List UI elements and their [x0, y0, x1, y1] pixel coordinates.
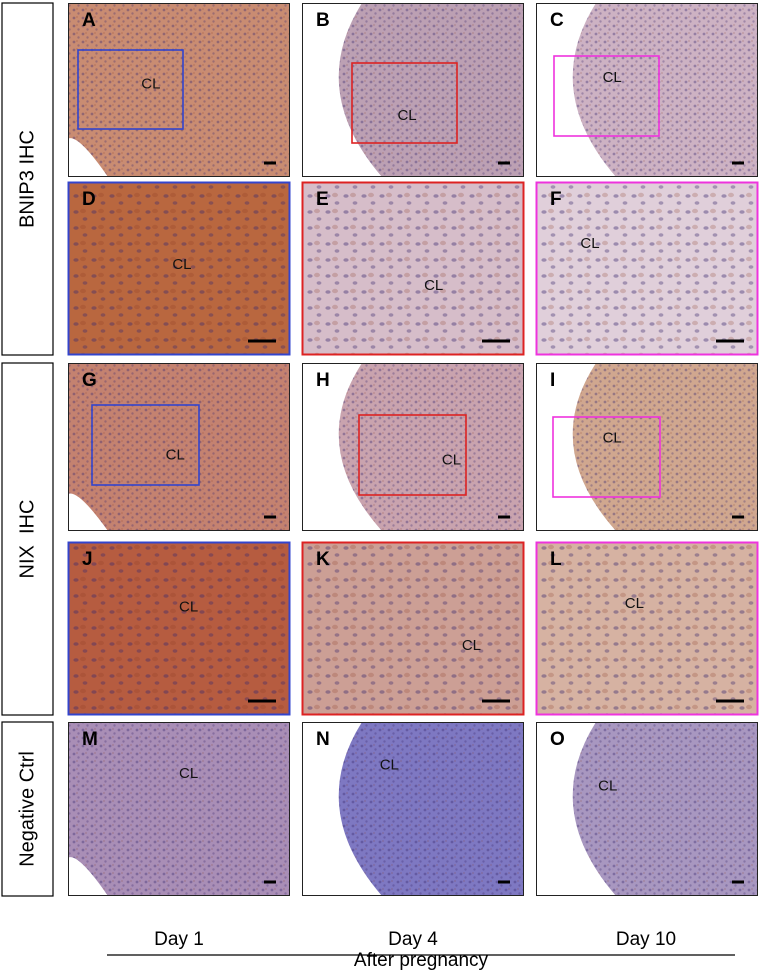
- panel-letter: K: [316, 549, 330, 570]
- panel-border: [535, 541, 759, 716]
- column-label: Day 1: [154, 929, 204, 950]
- panel: N CL: [302, 722, 524, 896]
- region-label: CL: [179, 599, 198, 616]
- inset-box: [358, 414, 467, 496]
- inset-box: [351, 62, 458, 144]
- row-label-box: [1, 721, 54, 897]
- tissue-texture: [302, 182, 524, 355]
- panel-border: [302, 722, 524, 896]
- region-label: CL: [442, 451, 461, 468]
- region-label: CL: [166, 446, 185, 463]
- column-label: Day 10: [616, 929, 676, 950]
- tissue-texture: [536, 182, 758, 355]
- panel-letter: I: [550, 370, 555, 391]
- tissue-texture: [536, 542, 758, 715]
- panel: B CL: [302, 3, 524, 177]
- panel-letter: A: [82, 10, 96, 31]
- tissue-texture: [68, 542, 290, 715]
- panel-letter: M: [82, 729, 98, 750]
- panel-border: [301, 181, 525, 356]
- panel-letter: J: [82, 549, 93, 570]
- tissue-texture: [68, 182, 290, 355]
- region-label: CL: [424, 277, 443, 294]
- panel-border: [535, 181, 759, 356]
- panel-border: [301, 541, 525, 716]
- row-label: NIX IHC: [16, 500, 38, 579]
- panel-letter: O: [550, 729, 565, 750]
- panel-border: [536, 3, 758, 177]
- panel-border: [67, 541, 291, 716]
- region-label: CL: [179, 765, 198, 782]
- panel: F CL: [535, 181, 759, 356]
- tissue-texture: [302, 542, 524, 715]
- region-label: CL: [397, 107, 416, 124]
- panel-letter: H: [316, 370, 330, 391]
- tissue-texture: [572, 722, 758, 896]
- column-label: Day 4: [388, 929, 438, 950]
- panel-border: [68, 3, 290, 177]
- inset-box: [552, 416, 661, 498]
- panel-border: [536, 722, 758, 896]
- panel: C CL: [536, 3, 758, 177]
- panel-letter: L: [550, 549, 562, 570]
- panel-border: [68, 722, 290, 896]
- region-label: CL: [580, 235, 599, 252]
- region-label: CL: [603, 69, 622, 86]
- region-label: CL: [141, 76, 160, 93]
- row-label: Negative Ctrl: [16, 751, 38, 867]
- region-label: CL: [625, 595, 644, 612]
- panel: E CL: [301, 181, 525, 356]
- panel: K CL: [301, 541, 525, 716]
- row-label-box: [1, 362, 54, 716]
- panel-letter: E: [316, 189, 329, 210]
- region-label: CL: [598, 777, 617, 794]
- tissue-texture: [68, 3, 290, 177]
- panel-letter: G: [82, 370, 97, 391]
- panel: G CL: [68, 363, 290, 531]
- panel: O CL: [536, 722, 758, 896]
- panel: L CL: [535, 541, 759, 716]
- panel-letter: D: [82, 189, 96, 210]
- panel: A CL: [68, 3, 290, 177]
- panel: D CL: [67, 181, 291, 356]
- panel: M CL: [68, 722, 290, 896]
- panel: J CL: [67, 541, 291, 716]
- panel-letter: C: [550, 10, 564, 31]
- panel-border: [68, 363, 290, 531]
- panel-border: [302, 363, 524, 531]
- panel-letter: B: [316, 10, 330, 31]
- tissue-texture: [68, 722, 290, 896]
- panel-letter: N: [316, 729, 330, 750]
- tissue-texture: [572, 363, 758, 531]
- row-label-box: [1, 2, 54, 356]
- row-label: BNIP3 IHC: [16, 130, 38, 228]
- tissue-texture: [338, 363, 524, 531]
- footer: After pregnancy: [354, 950, 489, 971]
- region-label: CL: [380, 756, 399, 773]
- panel: H CL: [302, 363, 524, 531]
- panel-border: [67, 181, 291, 356]
- tissue-texture: [572, 3, 758, 177]
- panel-border: [302, 3, 524, 177]
- tissue-texture: [338, 722, 524, 896]
- region-label: CL: [603, 430, 622, 447]
- inset-box: [77, 49, 184, 130]
- panel-border: [536, 363, 758, 531]
- tissue-texture: [338, 3, 524, 177]
- panel: I CL: [536, 363, 758, 531]
- region-label: CL: [172, 256, 191, 273]
- panel-letter: F: [550, 189, 562, 210]
- inset-box: [553, 55, 660, 137]
- inset-box: [91, 404, 200, 486]
- region-label: CL: [462, 637, 481, 654]
